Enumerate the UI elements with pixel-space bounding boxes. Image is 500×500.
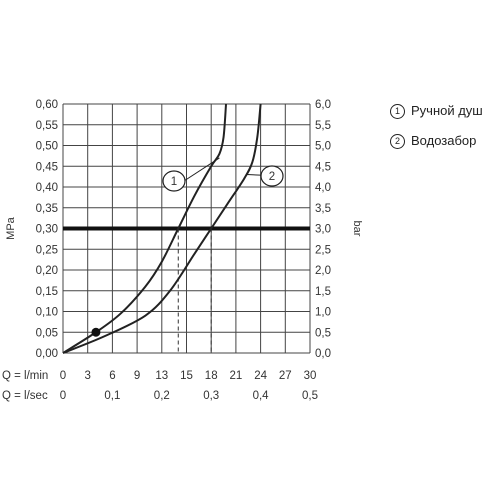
y-tick-label-right: 2,0 (315, 265, 331, 277)
y-tick-label-left: 0,50 (36, 141, 58, 153)
callout-leader-1 (183, 157, 220, 182)
y-tick-label-right: 5,0 (315, 141, 331, 153)
x-tick-label-lmin: 0 (60, 370, 66, 382)
series-line-2 (62, 103, 262, 354)
y-tick-label-right: 0,0 (315, 348, 331, 360)
x-tick-label-lmin: 18 (205, 370, 218, 382)
x-tick-label-lmin: 27 (279, 370, 292, 382)
x-tick-label-lsec: 0 (60, 390, 66, 402)
y-tick-label-left: 0,15 (36, 286, 58, 298)
y-tick-label-left: 0,10 (36, 307, 58, 319)
legend-label-2: Водозабор (411, 133, 477, 148)
legend-badge-2: 2 (390, 133, 405, 149)
y-tick-label-right: 0,5 (315, 327, 331, 339)
x-tick-label-lsec: 0,2 (154, 390, 170, 402)
x-tick-label-lmin: 9 (134, 370, 140, 382)
x-axis-label-lsec: Q = l/sec (2, 390, 48, 402)
y-tick-label-right: 1,5 (315, 286, 331, 298)
x-tick-label-lmin: 13 (155, 370, 168, 382)
legend-item-2: 2 Водозабор (390, 126, 483, 156)
y-tick-label-left: 0,55 (36, 120, 58, 132)
y-tick-label-right: 6,0 (315, 99, 331, 111)
y-tick-label-right: 1,0 (315, 307, 331, 319)
legend-badge-1: 1 (390, 103, 405, 119)
y-tick-label-right: 3,0 (315, 224, 331, 236)
y-tick-label-left: 0,45 (36, 161, 58, 173)
y-tick-label-right: 4,0 (315, 182, 331, 194)
series-line-1 (62, 103, 228, 354)
y-tick-label-right: 4,5 (315, 161, 331, 173)
y-tick-label-left: 0,25 (36, 244, 58, 256)
y-tick-label-right: 2,5 (315, 244, 331, 256)
x-tick-label-lmin: 30 (304, 370, 317, 382)
x-tick-label-lsec: 0,5 (302, 390, 318, 402)
x-tick-label-lmin: 3 (84, 370, 90, 382)
x-axis-label-lmin: Q = l/min (2, 370, 48, 382)
y-axis-label-right: bar (351, 221, 363, 237)
callout-label-1: 1 (171, 176, 177, 188)
y-tick-label-left: 0,20 (36, 265, 58, 277)
x-tick-label-lsec: 0,4 (253, 390, 270, 402)
x-tick-label-lmin: 21 (230, 370, 243, 382)
y-tick-label-left: 0,60 (36, 99, 58, 111)
callout-label-2: 2 (269, 171, 275, 183)
legend-label-1: Ручной душ (411, 103, 483, 118)
y-tick-label-left: 0,00 (36, 348, 58, 360)
y-tick-label-right: 5,5 (315, 120, 331, 132)
y-tick-label-right: 3,5 (315, 203, 331, 215)
callout-circle-1 (162, 170, 186, 192)
legend-item-1: 1 Ручной душ (390, 96, 483, 126)
callout-circle-2 (260, 165, 284, 187)
x-tick-label-lsec: 0,1 (104, 390, 120, 402)
x-tick-label-lsec: 0,3 (203, 390, 219, 402)
y-tick-label-left: 0,40 (36, 182, 58, 194)
y-axis-label-left: MPa (5, 216, 17, 240)
y-tick-label-left: 0,30 (36, 224, 58, 236)
y-tick-label-left: 0,05 (36, 327, 58, 339)
x-tick-label-lmin: 24 (254, 370, 267, 382)
y-tick-label-left: 0,35 (36, 203, 58, 215)
marker-point (91, 327, 101, 337)
legend: 1 Ручной душ 2 Водозабор (390, 96, 483, 156)
x-tick-label-lmin: 15 (180, 370, 193, 382)
x-tick-label-lmin: 6 (109, 370, 115, 382)
